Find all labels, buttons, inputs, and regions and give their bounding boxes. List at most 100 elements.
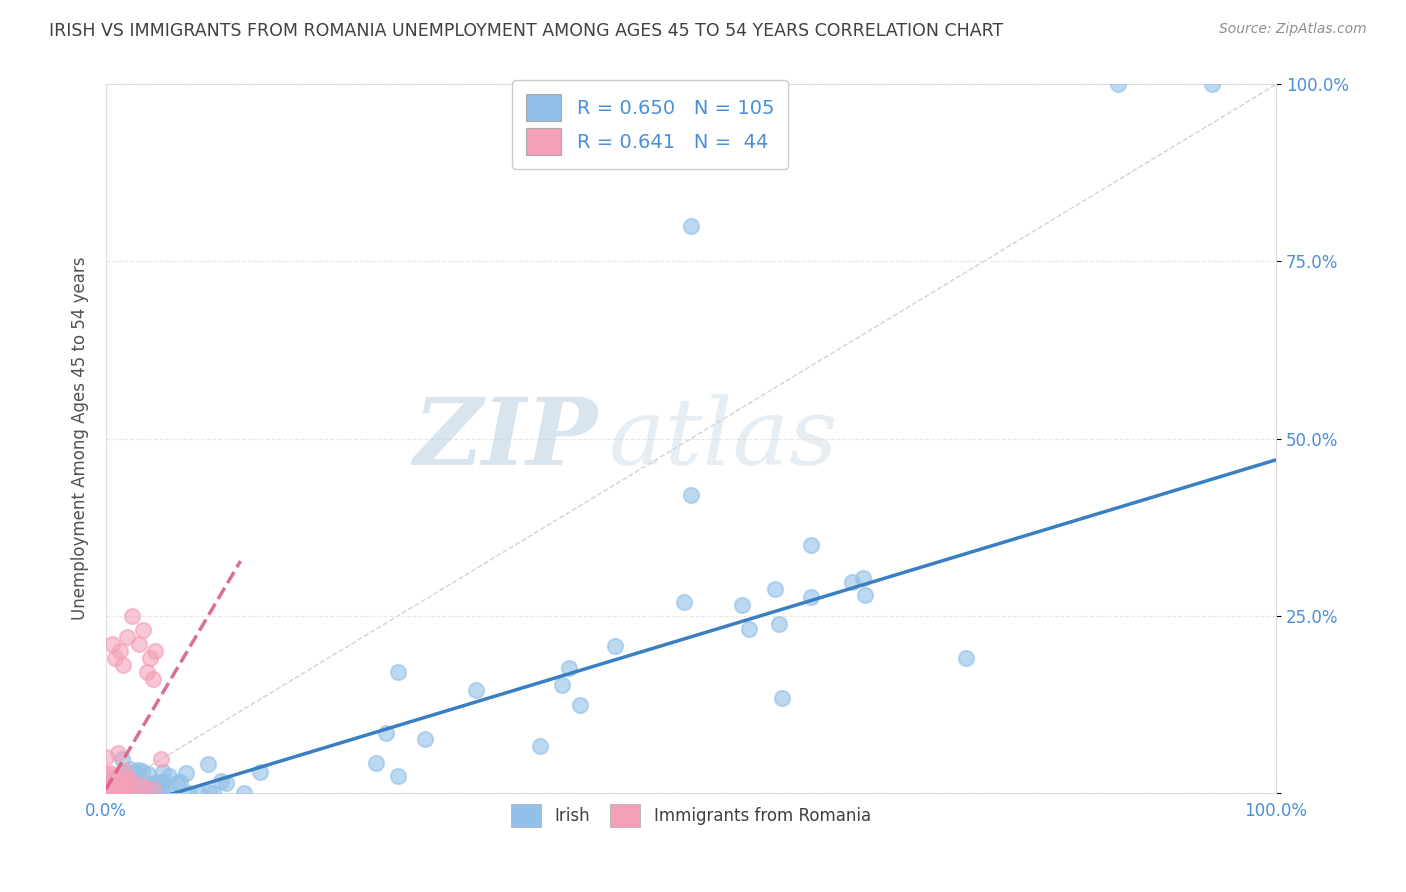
Point <box>108 786 131 800</box>
Point <box>800 538 823 552</box>
Point <box>96 780 118 794</box>
Point <box>96 783 118 797</box>
Point <box>127 763 149 777</box>
Point <box>118 780 141 795</box>
Point <box>107 776 129 790</box>
Point <box>121 608 143 623</box>
Point <box>114 780 136 794</box>
Point <box>101 777 124 791</box>
Point <box>111 785 134 799</box>
Point <box>177 786 200 800</box>
Point <box>105 776 128 790</box>
Point <box>105 782 128 797</box>
Point <box>120 762 142 776</box>
Point <box>101 786 124 800</box>
Point <box>139 651 162 665</box>
Point <box>145 786 167 800</box>
Point <box>103 786 125 800</box>
Point <box>142 673 165 687</box>
Point <box>387 665 409 679</box>
Point <box>679 488 702 502</box>
Legend: Irish, Immigrants from Romania: Irish, Immigrants from Romania <box>505 797 877 834</box>
Point <box>128 637 150 651</box>
Point <box>152 764 174 779</box>
Point <box>159 769 181 783</box>
Point <box>100 773 122 788</box>
Point <box>387 769 409 783</box>
Text: atlas: atlas <box>609 393 838 483</box>
Point <box>233 786 256 800</box>
Point <box>131 780 153 795</box>
Point <box>955 651 977 665</box>
Point <box>118 786 141 800</box>
Point <box>117 783 139 797</box>
Point <box>202 786 225 800</box>
Point <box>464 683 486 698</box>
Point <box>98 786 121 800</box>
Point <box>143 644 166 658</box>
Point <box>731 598 754 612</box>
Point <box>112 766 135 780</box>
Point <box>413 731 436 746</box>
Point <box>673 595 696 609</box>
Point <box>98 781 121 796</box>
Point <box>558 661 581 675</box>
Point <box>142 776 165 790</box>
Text: Source: ZipAtlas.com: Source: ZipAtlas.com <box>1219 22 1367 37</box>
Point <box>198 785 221 799</box>
Point <box>103 778 125 792</box>
Point <box>104 651 127 665</box>
Point <box>98 783 121 797</box>
Point <box>603 639 626 653</box>
Point <box>97 785 120 799</box>
Point <box>152 775 174 789</box>
Point <box>111 786 134 800</box>
Point <box>112 764 135 779</box>
Point <box>118 786 141 800</box>
Point <box>146 779 169 793</box>
Point <box>852 571 875 585</box>
Point <box>105 779 128 793</box>
Point <box>737 623 759 637</box>
Point <box>110 786 132 800</box>
Point <box>174 766 197 780</box>
Point <box>117 776 139 790</box>
Point <box>679 219 702 233</box>
Point <box>110 784 132 798</box>
Point <box>136 767 159 781</box>
Point <box>568 698 591 712</box>
Point <box>129 778 152 792</box>
Point <box>141 782 163 797</box>
Point <box>136 781 159 796</box>
Point <box>215 776 238 790</box>
Point <box>841 575 863 590</box>
Point <box>112 658 135 673</box>
Point <box>374 726 396 740</box>
Point <box>118 772 141 786</box>
Point <box>108 644 131 658</box>
Point <box>101 783 124 797</box>
Point <box>97 775 120 789</box>
Point <box>107 785 129 799</box>
Point <box>551 678 574 692</box>
Point <box>115 786 138 800</box>
Point <box>152 786 174 800</box>
Point <box>763 582 786 596</box>
Point <box>100 786 122 800</box>
Point <box>97 785 120 799</box>
Point <box>166 776 188 790</box>
Point <box>135 665 157 680</box>
Point <box>96 785 118 799</box>
Point <box>197 756 219 771</box>
Point <box>98 784 121 798</box>
Point <box>249 764 271 779</box>
Point <box>107 746 129 760</box>
Point <box>104 779 127 793</box>
Point <box>187 786 209 800</box>
Point <box>1201 78 1223 92</box>
Point <box>529 739 551 754</box>
Point <box>148 779 170 793</box>
Point <box>112 783 135 797</box>
Point <box>150 752 173 766</box>
Point <box>127 783 149 797</box>
